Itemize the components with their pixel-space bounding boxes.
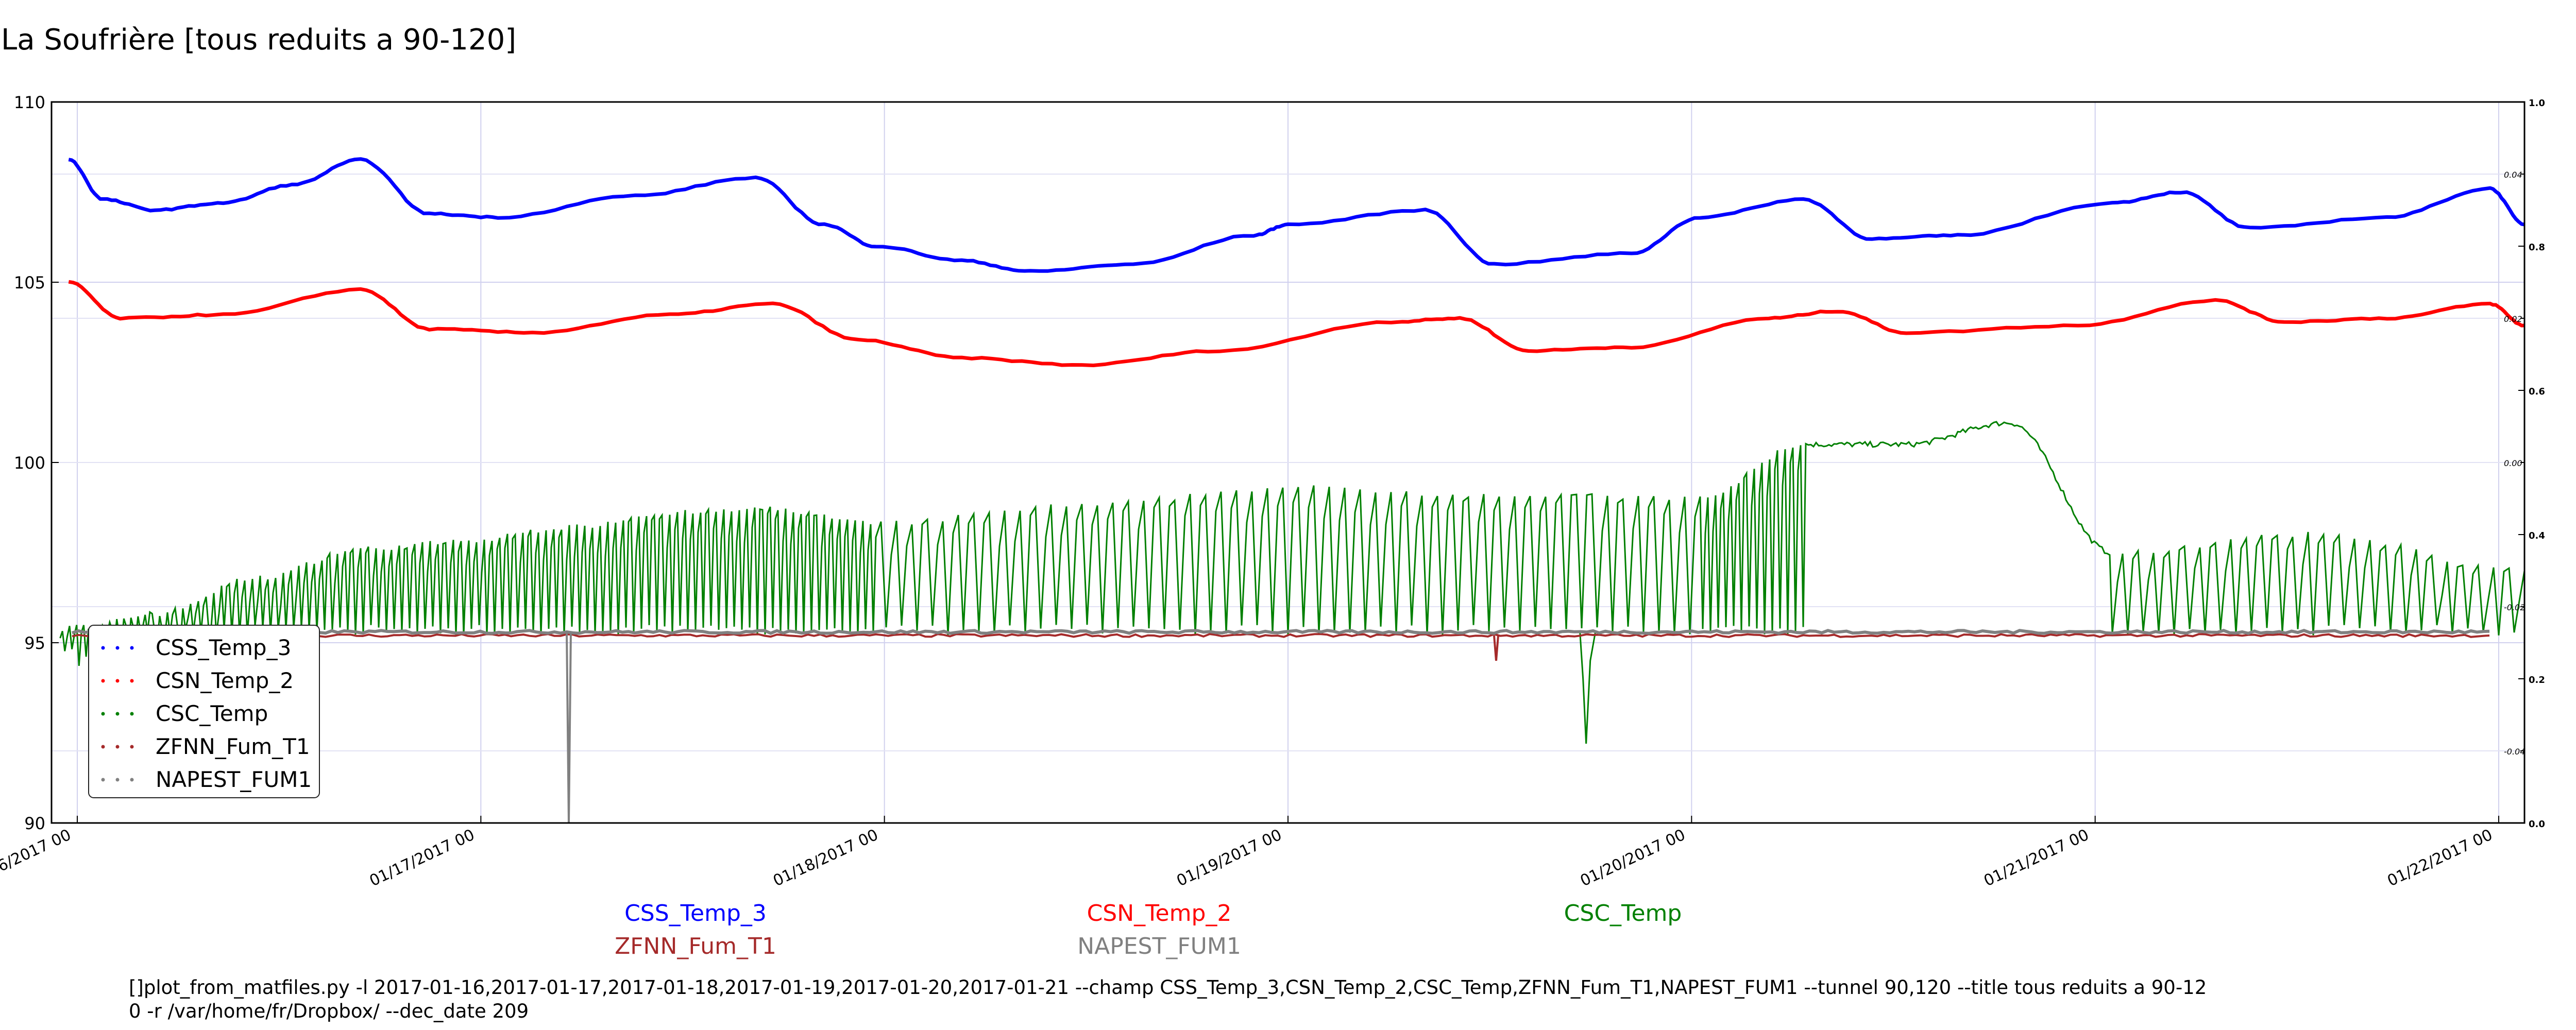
right-minor-tick-label: 0.04: [2504, 170, 2522, 180]
legend-marker: [101, 712, 105, 716]
series-dip-napest-fum1: [566, 631, 572, 823]
right-minor-tick-label: -0.04: [2504, 747, 2525, 757]
right-tick-label: 0.0: [2529, 819, 2545, 830]
legend-marker: [101, 646, 105, 650]
right-tick-label: 0.2: [2529, 675, 2545, 685]
legend-label: ZFNN_Fum_T1: [156, 734, 310, 759]
series-line-napest-fum1: [72, 629, 2490, 635]
chart-title: La Soufrière [tous reduits a 90-120]: [1, 23, 516, 57]
series-line-css-temp-3: [68, 157, 2525, 273]
x-tick-label: 01/17/2017 00: [367, 826, 478, 890]
right-tick-label: 0.8: [2529, 242, 2545, 253]
legend-marker: [130, 712, 134, 716]
bottom-series-label: NAPEST_FUM1: [1077, 933, 1241, 959]
right-tick-label: 0.4: [2529, 530, 2545, 541]
y-tick-label: 110: [14, 93, 45, 112]
x-tick-label: 01/21/2017 00: [1981, 826, 2092, 890]
command-line-1: []plot_from_matfiles.py -l 2017-01-16,20…: [129, 976, 2207, 999]
legend-marker: [130, 679, 134, 683]
y-tick-label: 100: [14, 453, 45, 473]
bottom-series-label: CSC_Temp: [1564, 900, 1682, 926]
legend-marker: [130, 646, 134, 650]
legend-marker: [115, 712, 120, 716]
series-dip-zfnn-fum-t1: [1493, 635, 1499, 661]
legend-label: CSS_Temp_3: [156, 635, 291, 660]
right-tick-label: 0.6: [2529, 386, 2545, 397]
command-line-caption: []plot_from_matfiles.py -l 2017-01-16,20…: [129, 976, 2207, 1023]
command-line-2: 0 -r /var/home/fr/Dropbox/ --dec_date 20…: [129, 1000, 529, 1022]
bottom-series-label: CSN_Temp_2: [1087, 900, 1232, 926]
x-tick-label: 01/19/2017 00: [1174, 826, 1285, 890]
legend-marker: [101, 745, 105, 749]
right-minor-tick-label: -0.02: [2504, 603, 2525, 612]
legend-marker: [115, 679, 120, 683]
y-tick-label: 105: [14, 273, 45, 293]
legend-marker: [130, 778, 134, 782]
right-tick-label: 1.0: [2529, 98, 2545, 109]
series-dip-csc-temp: [1579, 631, 1597, 744]
x-tick-label: 01/16/2017 00: [0, 826, 74, 890]
series-line-csc-temp: [59, 421, 2526, 666]
right-minor-tick-label: 0.00: [2504, 458, 2522, 468]
bottom-series-label: CSS_Temp_3: [624, 900, 767, 926]
legend-label: CSC_Temp: [156, 701, 268, 726]
x-tick-label: 01/20/2017 00: [1578, 826, 1688, 890]
series-line-csn-temp-2: [68, 280, 2525, 367]
legend-marker: [130, 745, 134, 749]
legend-label: NAPEST_FUM1: [156, 767, 312, 792]
legend-marker: [115, 778, 120, 782]
legend-marker: [101, 679, 105, 683]
legend-marker: [115, 646, 120, 650]
legend-label: CSN_Temp_2: [156, 668, 294, 693]
y-tick-label: 90: [24, 814, 45, 833]
right-minor-tick-label: 0.02: [2504, 314, 2522, 324]
bottom-series-label: ZFNN_Fum_T1: [615, 933, 776, 959]
series-line-zfnn-fum-t1: [72, 633, 2490, 638]
x-tick-label: 01/18/2017 00: [770, 826, 881, 890]
x-tick-label: 01/22/2017 00: [2385, 826, 2496, 890]
y-tick-label: 95: [24, 633, 45, 653]
legend-box: [88, 625, 320, 798]
legend-marker: [115, 745, 120, 749]
legend-marker: [101, 778, 105, 782]
